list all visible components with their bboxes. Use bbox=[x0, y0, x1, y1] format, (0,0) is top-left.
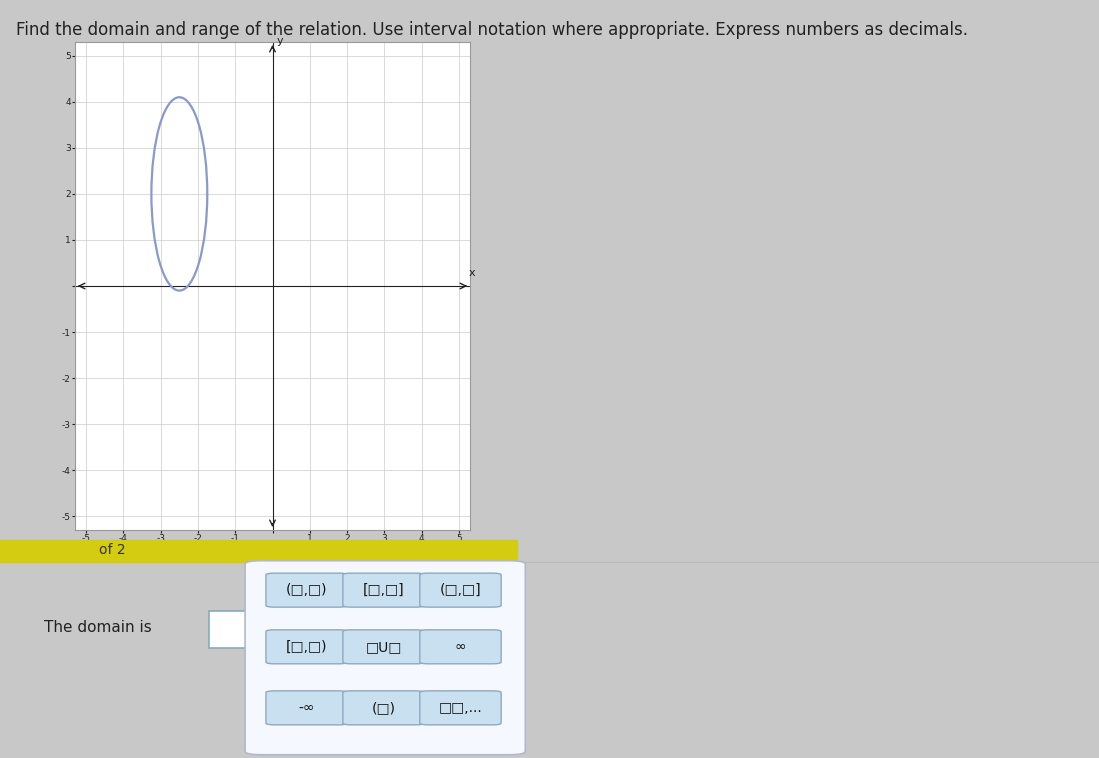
Text: x: x bbox=[468, 268, 475, 277]
Text: The domain is: The domain is bbox=[44, 620, 152, 634]
Text: [□,□]: [□,□] bbox=[363, 583, 404, 597]
Text: □□,...: □□,... bbox=[439, 701, 482, 715]
Text: (□,□): (□,□) bbox=[286, 583, 328, 597]
FancyBboxPatch shape bbox=[209, 611, 251, 648]
FancyBboxPatch shape bbox=[343, 573, 424, 607]
Text: ∞: ∞ bbox=[455, 640, 466, 654]
Text: Find the domain and range of the relation. Use interval notation where appropria: Find the domain and range of the relatio… bbox=[16, 21, 968, 39]
Text: □U□: □U□ bbox=[365, 640, 402, 654]
FancyBboxPatch shape bbox=[266, 691, 347, 725]
Text: y: y bbox=[277, 36, 284, 46]
FancyBboxPatch shape bbox=[420, 691, 501, 725]
FancyBboxPatch shape bbox=[420, 573, 501, 607]
Text: (□,□]: (□,□] bbox=[440, 583, 481, 597]
FancyBboxPatch shape bbox=[266, 573, 347, 607]
FancyBboxPatch shape bbox=[420, 630, 501, 664]
Text: -∞: -∞ bbox=[299, 701, 314, 715]
FancyBboxPatch shape bbox=[266, 630, 347, 664]
FancyBboxPatch shape bbox=[245, 561, 525, 755]
Text: (□): (□) bbox=[371, 701, 396, 715]
FancyBboxPatch shape bbox=[343, 630, 424, 664]
Text: [□,□): [□,□) bbox=[286, 640, 328, 654]
Text: of 2: of 2 bbox=[99, 543, 125, 557]
Text: .: . bbox=[251, 619, 256, 636]
Bar bbox=[0, 540, 517, 562]
FancyBboxPatch shape bbox=[343, 691, 424, 725]
